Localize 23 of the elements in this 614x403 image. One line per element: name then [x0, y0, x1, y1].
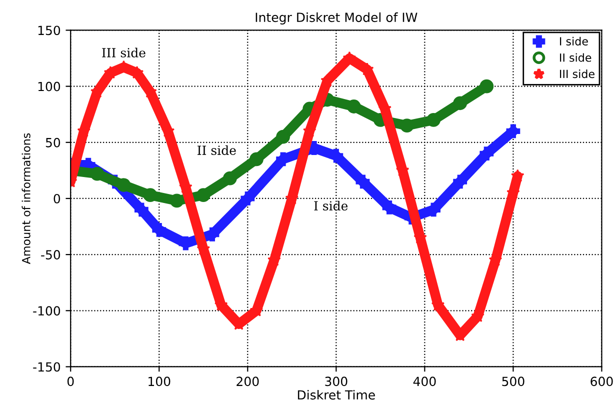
y-tick-label: -100	[33, 306, 60, 316]
x-tick-label: 600	[590, 376, 613, 386]
y-tick-label: 50	[46, 138, 60, 148]
x-tick-label: 100	[148, 376, 170, 386]
annotation: I side	[314, 200, 348, 211]
y-tick-label: -150	[33, 362, 60, 372]
x-tick-label: 500	[502, 376, 524, 386]
x-tick-label: 300	[325, 376, 348, 386]
x-axis-title: Diskret Time	[298, 390, 375, 400]
y-tick-label: 150	[38, 26, 60, 36]
y-axis-title: Amount of informations	[22, 133, 30, 264]
x-tick-label: 0	[67, 376, 74, 386]
y-tick-label: 0	[54, 194, 60, 204]
chart-title: Integr Diskret Model of IW	[256, 12, 418, 24]
x-tick-label: 200	[236, 376, 259, 386]
legend-label: I side	[560, 36, 588, 46]
y-tick-label: -50	[41, 250, 60, 260]
x-tick-label: 400	[413, 376, 436, 386]
legend-label: II side	[560, 53, 592, 62]
annotation: III side	[102, 48, 146, 58]
y-tick-label: 100	[38, 82, 60, 92]
legend-label: III side	[560, 70, 594, 78]
annotation: II side	[198, 145, 236, 155]
